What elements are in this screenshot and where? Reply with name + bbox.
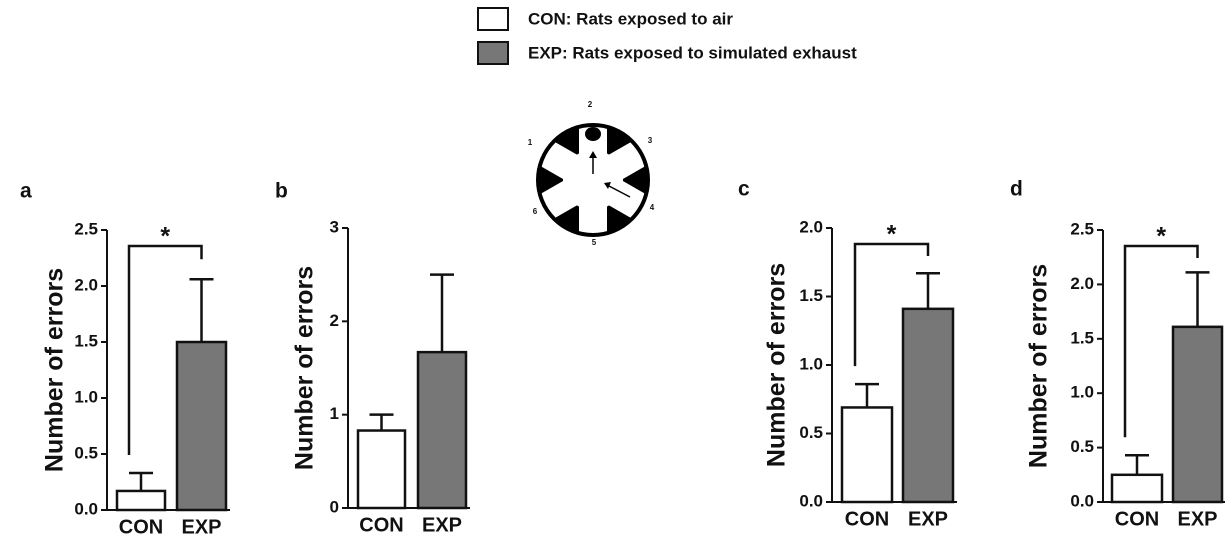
bar (418, 352, 466, 508)
y-tick-label: 1.0 (799, 354, 823, 373)
legend-label: EXP: Rats exposed to simulated exhaust (528, 43, 857, 62)
significance-marker: * (160, 223, 170, 251)
y-tick-label: 0.5 (799, 423, 823, 442)
y-tick-label: 1.5 (74, 331, 98, 350)
panel-label: a (20, 180, 32, 203)
y-tick-label: 0.0 (799, 491, 823, 510)
panel-label: c (738, 178, 750, 201)
y-tick-label: 2.0 (74, 275, 98, 294)
arm-label: 3 (648, 136, 653, 145)
arm-label: 2 (588, 100, 593, 109)
bar (1173, 327, 1222, 502)
y-tick-label: 2.0 (799, 217, 823, 236)
chart-panel: c Number of errors 0.0 0.5 1.0 1.5 2.0 CON EXP * (738, 178, 957, 531)
x-tick-label: CON (119, 516, 163, 538)
bar (358, 431, 405, 508)
arm-label: 5 (592, 238, 597, 247)
panel-label: b (275, 180, 288, 203)
bar (1112, 475, 1162, 502)
x-tick-label: CON (845, 508, 889, 530)
legend-label: CON: Rats exposed to air (528, 9, 733, 28)
legend-swatch (478, 42, 508, 64)
bar (177, 342, 226, 510)
chart-panel: b Number of errors 0 1 2 3 CON EXP (275, 180, 470, 537)
chart-panel: a Number of errors 0.0 0.5 1.0 1.5 2.0 2.5 CON EX… (20, 180, 230, 539)
figure: CON: Rats exposed to air EXP: Rats expos… (0, 0, 1226, 541)
x-tick-label: EXP (422, 514, 462, 536)
significance-marker: * (887, 221, 897, 249)
y-tick-label: 0.0 (74, 499, 98, 518)
bar (117, 491, 165, 510)
y-tick-label: 0 (330, 497, 339, 516)
y-tick-label: 2.5 (1070, 219, 1094, 238)
significance-marker: * (1156, 223, 1166, 251)
y-tick-label: 1 (330, 404, 339, 423)
y-axis-label: Number of errors (41, 268, 69, 472)
y-tick-label: 1.5 (799, 286, 823, 305)
x-tick-label: CON (359, 514, 403, 536)
y-tick-label: 1.5 (1070, 328, 1094, 347)
maze-goal (585, 127, 601, 141)
y-tick-label: 1.0 (1070, 383, 1094, 402)
bar (842, 407, 892, 502)
y-tick-label: 1.0 (74, 387, 98, 406)
arm-label: 1 (528, 138, 533, 147)
panel-label: d (1010, 178, 1023, 201)
y-tick-label: 2.0 (1070, 274, 1094, 293)
bar (903, 309, 953, 502)
x-tick-label: EXP (908, 508, 948, 530)
y-axis-label: Number of errors (763, 263, 791, 467)
legend-swatch (478, 8, 508, 30)
y-tick-label: 0.5 (1070, 437, 1094, 456)
chart-panel: d Number of errors 0.0 0.5 1.0 1.5 2.0 2.5 CON EX… (1010, 178, 1225, 531)
x-tick-label: EXP (181, 516, 221, 538)
y-tick-label: 0.5 (74, 443, 98, 462)
arm-label: 4 (650, 203, 655, 212)
x-tick-label: EXP (1177, 508, 1217, 530)
y-tick-label: 2.5 (74, 219, 98, 238)
y-axis-label: Number of errors (291, 266, 319, 470)
arm-label: 6 (533, 207, 538, 216)
y-tick-label: 2 (330, 311, 339, 330)
maze-diagram: 1 2 3 4 5 6 (528, 100, 655, 250)
y-tick-label: 0.0 (1070, 491, 1094, 510)
y-axis-label: Number of errors (1025, 264, 1053, 468)
y-tick-label: 3 (330, 217, 339, 236)
x-tick-label: CON (1115, 508, 1159, 530)
